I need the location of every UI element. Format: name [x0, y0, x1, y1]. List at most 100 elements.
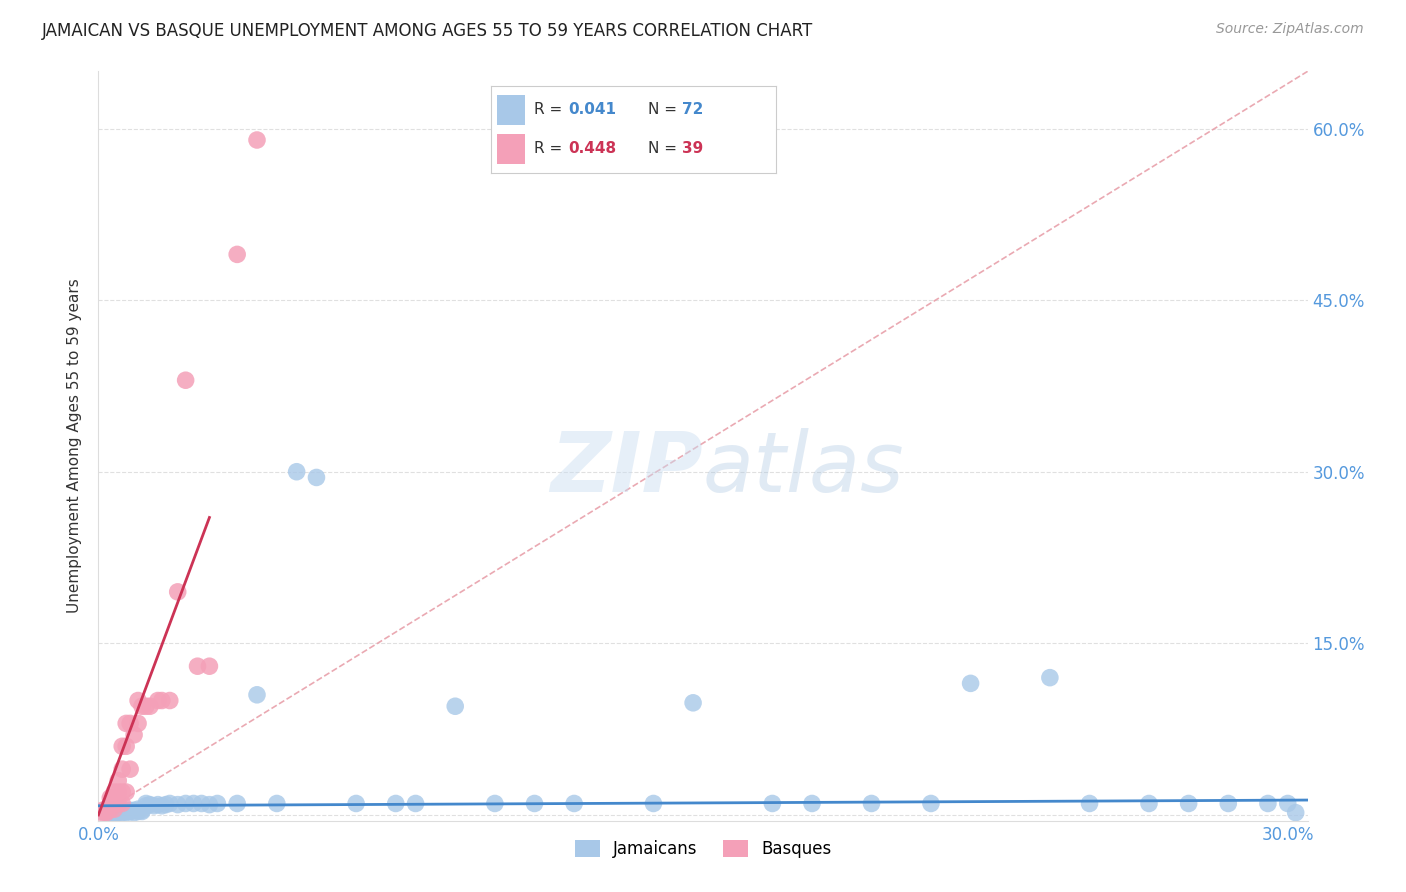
Point [111, 739, 134, 754]
Point [146, 797, 169, 812]
Point [207, 797, 229, 811]
Point [139, 699, 162, 714]
Point [122, 728, 145, 742]
Point [115, 805, 138, 820]
Point [115, 785, 138, 799]
Point [111, 805, 134, 819]
Point [226, 797, 249, 811]
Text: Source: ZipAtlas.com: Source: ZipAtlas.com [1216, 22, 1364, 37]
Point [91, 805, 114, 819]
Point [1137, 797, 1160, 811]
Point [107, 805, 129, 819]
Point [98, 802, 121, 816]
Point [246, 133, 269, 147]
Point [127, 716, 149, 731]
Point [107, 785, 129, 799]
Point [131, 805, 153, 819]
Point [127, 805, 149, 819]
Y-axis label: Unemployment Among Ages 55 to 59 years: Unemployment Among Ages 55 to 59 years [67, 278, 83, 614]
Point [122, 803, 145, 817]
Point [159, 797, 181, 811]
Point [643, 797, 665, 811]
Point [523, 797, 546, 811]
Point [107, 805, 129, 819]
Point [98, 805, 121, 820]
Point [96, 805, 118, 820]
Point [246, 688, 269, 702]
Point [1285, 805, 1308, 820]
Point [103, 806, 125, 821]
Point [183, 797, 205, 811]
Point [107, 802, 129, 816]
Point [127, 802, 149, 816]
Point [174, 797, 197, 811]
Point [344, 797, 367, 811]
Point [111, 785, 134, 799]
Point [266, 797, 288, 811]
Point [111, 803, 134, 817]
Point [142, 798, 165, 813]
Point [159, 693, 181, 707]
Point [305, 470, 328, 484]
Point [1257, 797, 1279, 811]
Point [91, 803, 114, 817]
Point [1177, 797, 1199, 811]
Point [174, 373, 197, 387]
Point [959, 676, 981, 690]
Point [111, 805, 134, 820]
Point [190, 797, 212, 811]
Point [484, 797, 506, 811]
Point [1218, 797, 1240, 811]
Point [150, 693, 173, 707]
Point [107, 773, 129, 788]
Point [103, 805, 125, 820]
Point [96, 802, 118, 816]
Point [384, 797, 406, 811]
Point [103, 802, 125, 816]
Point [226, 247, 249, 261]
Text: JAMAICAN VS BASQUE UNEMPLOYMENT AMONG AGES 55 TO 59 YEARS CORRELATION CHART: JAMAICAN VS BASQUE UNEMPLOYMENT AMONG AG… [42, 22, 814, 40]
Point [682, 696, 704, 710]
Legend: Jamaicans, Basques: Jamaicans, Basques [568, 833, 838, 864]
Point [111, 762, 134, 776]
Point [1039, 671, 1062, 685]
Point [801, 797, 824, 811]
Point [150, 798, 173, 813]
Point [166, 797, 188, 812]
Point [111, 803, 134, 817]
Point [562, 797, 585, 811]
Point [131, 699, 153, 714]
Point [1078, 797, 1101, 811]
Point [135, 699, 157, 714]
Point [96, 805, 118, 820]
Point [107, 803, 129, 817]
Point [761, 797, 783, 811]
Point [198, 797, 221, 812]
Point [115, 803, 138, 817]
Point [920, 797, 942, 811]
Point [120, 805, 142, 819]
Point [115, 805, 138, 819]
Point [96, 805, 118, 819]
Point [146, 693, 169, 707]
Point [186, 659, 208, 673]
Point [135, 798, 157, 813]
Point [860, 797, 883, 811]
Point [120, 805, 142, 819]
Text: ZIP: ZIP [550, 428, 703, 509]
Point [122, 805, 145, 820]
Point [115, 739, 138, 754]
Point [103, 805, 125, 819]
Point [127, 693, 149, 707]
Point [115, 716, 138, 731]
Point [98, 790, 121, 805]
Point [103, 785, 125, 799]
Point [96, 803, 118, 817]
Point [111, 797, 134, 811]
Point [103, 790, 125, 805]
Point [120, 762, 142, 776]
Point [198, 659, 221, 673]
Point [155, 797, 177, 812]
Point [107, 805, 129, 820]
Point [444, 699, 467, 714]
